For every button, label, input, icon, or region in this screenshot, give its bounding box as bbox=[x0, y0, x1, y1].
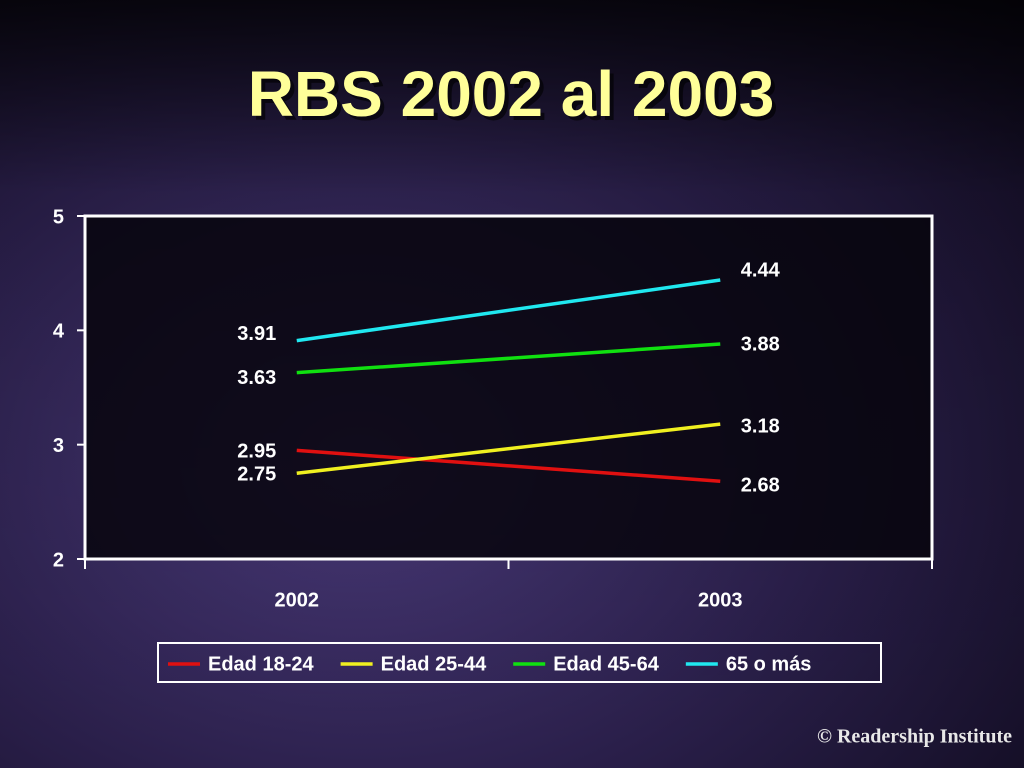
y-tick-label: 5 bbox=[53, 206, 64, 228]
chart-title: RBS 2002 al 2003 bbox=[248, 58, 775, 130]
legend-label: Edad 45-64 bbox=[553, 653, 659, 675]
legend-label: Edad 18-24 bbox=[208, 653, 314, 675]
legend-label: 65 o más bbox=[726, 653, 812, 675]
x-tick-label: 2002 bbox=[275, 589, 320, 611]
data-label: 3.18 bbox=[741, 415, 780, 437]
data-label: 3.91 bbox=[237, 323, 276, 345]
data-label: 4.44 bbox=[741, 259, 781, 281]
y-tick-label: 3 bbox=[53, 435, 64, 457]
data-label: 3.63 bbox=[237, 367, 276, 389]
series-line bbox=[296, 422, 721, 475]
legend-box bbox=[157, 642, 882, 683]
series-line bbox=[296, 278, 721, 343]
series-line bbox=[296, 448, 721, 483]
y-tick-label: 4 bbox=[53, 321, 65, 343]
data-label: 3.88 bbox=[741, 333, 780, 355]
data-label: 2.68 bbox=[741, 475, 780, 497]
data-label: 2.95 bbox=[237, 441, 276, 463]
chart-title-shadow: RBS 2002 al 2003 bbox=[252, 62, 779, 134]
x-tick-label: 2003 bbox=[698, 589, 743, 611]
series-line bbox=[296, 342, 721, 375]
footer: © Readership Institute bbox=[817, 726, 1012, 748]
plot-area bbox=[83, 214, 934, 561]
data-label: 2.75 bbox=[237, 464, 276, 486]
y-tick-label: 2 bbox=[53, 549, 64, 571]
legend-label: Edad 25-44 bbox=[381, 653, 487, 675]
